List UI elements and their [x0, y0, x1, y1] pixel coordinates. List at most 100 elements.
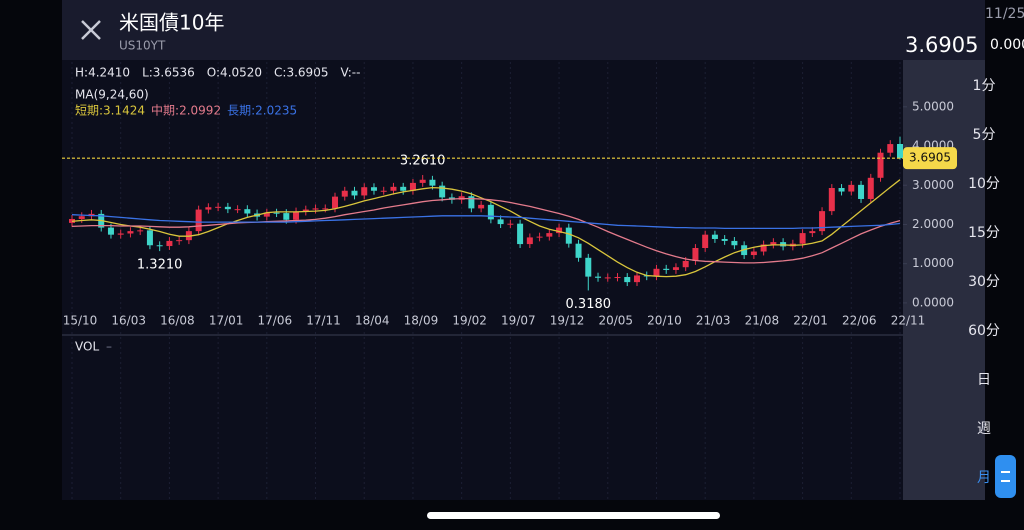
candle-body [390, 186, 397, 191]
candle-body [117, 233, 124, 235]
candle-body [244, 209, 251, 214]
candle-body [341, 190, 348, 197]
x-tick-label: 22/01 [793, 314, 828, 328]
candle-body [312, 208, 319, 210]
candle-body [107, 227, 114, 235]
interval-button[interactable]: 30分 [968, 274, 1000, 290]
x-tick-label: 22/06 [842, 314, 877, 328]
ma-line [71, 214, 901, 230]
legend-entry: 短期:3.1424 [75, 104, 145, 118]
x-tick-label: 17/06 [258, 314, 293, 328]
y-tick-label: 5.0000 [912, 99, 954, 113]
candle-body [380, 190, 387, 192]
interval-sidebar [903, 60, 985, 500]
y-tick-label: 1.0000 [912, 256, 954, 270]
candle-body [146, 230, 153, 246]
y-tick-label: 3.0000 [912, 178, 954, 192]
legend-entry: 長期:2.0235 [227, 104, 297, 118]
ma-line [71, 197, 901, 264]
interval-button[interactable]: 月 [977, 470, 991, 486]
candle-body [478, 204, 485, 209]
ohlc-stat: V:-- [340, 66, 360, 80]
candle-body [526, 237, 533, 245]
candle-body [166, 240, 173, 247]
x-tick-label: 19/02 [452, 314, 487, 328]
ohlc-stat: C:3.6905 [274, 66, 328, 80]
candle-body [497, 219, 504, 225]
candle-body [400, 186, 407, 191]
ohlc-stat: O:4.0520 [207, 66, 262, 80]
candle-body [819, 211, 826, 232]
candle-body [653, 268, 660, 277]
candle-body [224, 206, 231, 210]
candle-body [302, 209, 309, 212]
candle-body [721, 238, 728, 241]
candle-body [429, 179, 436, 186]
candle-body [273, 212, 280, 214]
interval-button[interactable]: 1分 [973, 78, 996, 94]
volume-title: VOL [75, 340, 99, 354]
interval-button[interactable]: 60分 [968, 323, 1000, 339]
candle-body [536, 236, 543, 238]
candle-body [439, 185, 446, 198]
candle-body [332, 196, 339, 209]
candle-body [293, 211, 300, 220]
candle-body [263, 212, 270, 217]
interval-button[interactable]: 週 [977, 421, 991, 437]
home-indicator [427, 512, 720, 519]
candle-body [663, 268, 670, 270]
candle-body [848, 184, 855, 192]
interval-button[interactable]: 5分 [973, 127, 996, 143]
candle-body [361, 187, 368, 196]
volume-value: – [106, 340, 112, 354]
candle-body [517, 223, 524, 245]
chart-panel [62, 60, 903, 500]
candle-body [672, 267, 679, 270]
candle-body [234, 209, 241, 211]
candle-body [205, 207, 212, 210]
candle-body [595, 276, 602, 278]
candle-body [624, 277, 631, 283]
x-tick-label: 22/11 [891, 314, 926, 328]
candle-body [322, 208, 329, 210]
candle-body [215, 206, 222, 208]
candle-body [750, 251, 757, 256]
change: 0.000 [990, 37, 1024, 53]
title: 米国債10年 [119, 11, 224, 35]
x-tick-label: 17/11 [306, 314, 341, 328]
candle-body [711, 234, 718, 239]
menu-button[interactable] [995, 455, 1016, 498]
x-tick-label: 16/08 [160, 314, 195, 328]
x-tick-label: 21/08 [745, 314, 780, 328]
x-tick-label: 15/10 [63, 314, 98, 328]
x-tick-label: 19/07 [501, 314, 536, 328]
interval-button[interactable]: 10分 [968, 176, 1000, 192]
y-tick-label: 2.0000 [912, 217, 954, 231]
legend-entry: 中期:2.0992 [151, 103, 221, 118]
candle-body [351, 190, 358, 196]
candle-body [370, 187, 377, 191]
interval-button[interactable]: 日 [977, 372, 991, 388]
candle-body [507, 223, 514, 225]
candle-body [195, 209, 202, 232]
candle-body [828, 188, 835, 212]
x-tick-label: 17/01 [209, 314, 244, 328]
candle-body [633, 275, 640, 283]
candle-body [809, 231, 816, 234]
annotation: 1.3210 [137, 258, 183, 273]
candle-body [760, 244, 767, 252]
candle-body [283, 213, 290, 220]
close-button[interactable] [81, 20, 101, 40]
ohlc-stat: H:4.2410 [75, 66, 130, 80]
annotation: 3.2610 [400, 154, 446, 169]
interval-button[interactable]: 15分 [968, 225, 1000, 241]
candle-body [799, 233, 806, 244]
x-tick-label: 18/09 [404, 314, 439, 328]
x-tick-label: 21/03 [696, 314, 731, 328]
candle-body [575, 243, 582, 258]
candle-body [468, 196, 475, 209]
candle-body [127, 231, 134, 234]
y-tick-label: 0.0000 [912, 295, 954, 309]
header-bar [62, 0, 985, 60]
candle-body [867, 177, 874, 199]
